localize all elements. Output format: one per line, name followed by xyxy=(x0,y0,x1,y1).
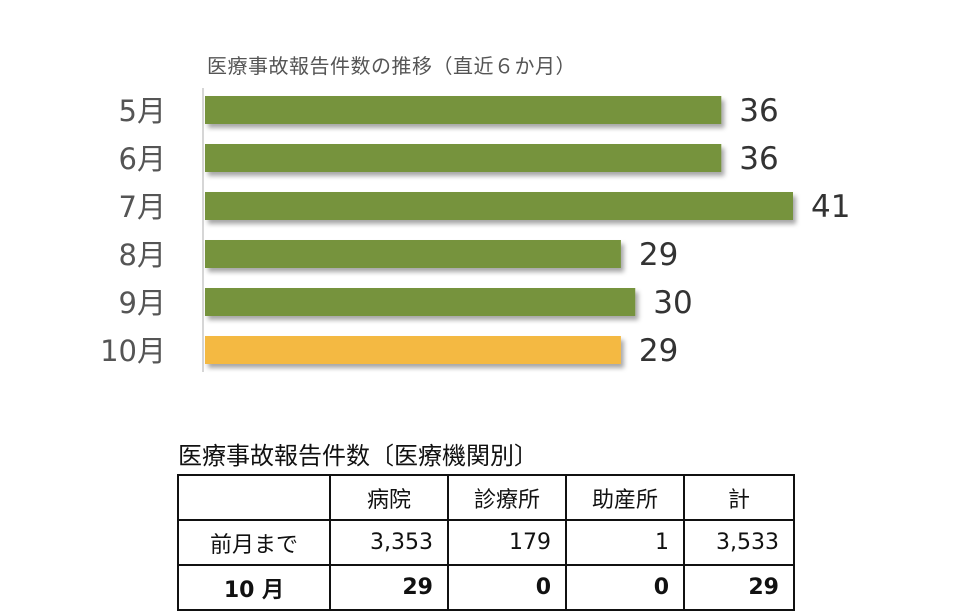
category-label: 6月 xyxy=(119,142,166,176)
bar-3 xyxy=(205,192,793,220)
table-cell: 29 xyxy=(683,564,795,611)
table-cell: 3,533 xyxy=(683,519,795,566)
value-label: 29 xyxy=(639,237,678,273)
table-cell: 0 xyxy=(565,564,685,611)
category-label: 8月 xyxy=(119,238,166,272)
table-cell: 1 xyxy=(565,519,685,566)
bar-chart: 5月 36 6月 36 7月 41 8月 29 9月 30 10月 29 xyxy=(100,88,850,372)
table-header-total: 計 xyxy=(683,474,795,521)
table-row: 10 月 29 0 0 29 xyxy=(177,564,795,611)
bar-6 xyxy=(205,336,621,364)
category-label: 5月 xyxy=(119,94,166,128)
table-cell: 29 xyxy=(329,564,449,611)
table-cell: 0 xyxy=(447,564,567,611)
value-label: 41 xyxy=(811,189,850,225)
category-label: 9月 xyxy=(119,286,166,320)
category-label: 10月 xyxy=(100,334,166,368)
table-row-label: 10 月 xyxy=(177,564,331,611)
value-label: 36 xyxy=(739,93,778,129)
table-row: 前月まで 3,353 179 1 3,533 xyxy=(177,519,795,566)
table-cell: 179 xyxy=(447,519,567,566)
table-cell: 3,353 xyxy=(329,519,449,566)
table-header-corner xyxy=(177,474,331,521)
bar-2 xyxy=(205,144,722,172)
bar-4 xyxy=(205,240,621,268)
bar-1 xyxy=(205,96,722,124)
report-table: 病院 診療所 助産所 計 前月まで 3,353 179 1 3,533 10 月… xyxy=(177,474,795,611)
category-label: 7月 xyxy=(119,190,166,224)
table-header-clinic: 診療所 xyxy=(447,474,567,521)
table-header-midwifery: 助産所 xyxy=(565,474,685,521)
value-label: 30 xyxy=(653,285,692,321)
value-label: 29 xyxy=(639,333,678,369)
value-label: 36 xyxy=(739,141,778,177)
bar-5 xyxy=(205,288,636,316)
table-header-row: 病院 診療所 助産所 計 xyxy=(177,474,795,521)
table-row-label: 前月まで xyxy=(177,519,331,566)
table-title: 医療事故報告件数〔医療機関別〕 xyxy=(178,442,538,470)
chart-title: 医療事故報告件数の推移（直近６か月） xyxy=(207,54,576,78)
table-header-hospital: 病院 xyxy=(329,474,449,521)
